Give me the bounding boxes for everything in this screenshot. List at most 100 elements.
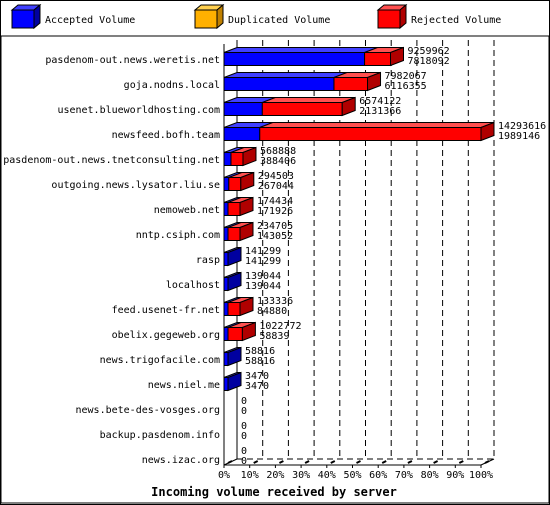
value-accepted-9: 139044 [245, 281, 281, 292]
x-tick-label-0: 0% [218, 470, 230, 481]
x-tick-label-5: 50% [343, 470, 361, 481]
bar-8-accepted-face [223, 252, 229, 266]
bar-9 [223, 271, 242, 292]
value-total-2: 6574122 [359, 96, 401, 107]
bar-6-rejected-face [227, 202, 241, 216]
legend-item-rejected: Rejected Volume [376, 3, 501, 30]
category-labels: pasdenom-out.news.weretis.net goja.nodns.… [3, 55, 220, 466]
bar-8 [223, 246, 242, 267]
x-tick-depth-5 [356, 460, 361, 464]
x-tick-depth-10 [484, 460, 490, 464]
x-tick-label-9: 90% [446, 470, 464, 481]
category-label-11: obelix.gegeweb.org [112, 330, 220, 341]
x-tick-depth-2 [278, 460, 284, 464]
value-total-1: 7982067 [385, 71, 427, 82]
x-tick-label-7: 70% [395, 470, 413, 481]
legend-item-accepted: Accepted Volume [10, 3, 135, 30]
category-label-6: nemoweb.net [154, 205, 220, 216]
bar-13-accepted-face [223, 377, 229, 391]
category-label-5: outgoing.news.lysator.liu.se [51, 180, 220, 191]
value-accepted-5: 267044 [258, 181, 294, 192]
value-total-7: 234705 [257, 221, 293, 232]
bar-13 [223, 371, 242, 392]
value-total-16: 0 [241, 446, 247, 457]
legend-label-accepted: Accepted Volume [45, 15, 135, 26]
category-label-1: goja.nodns.local [124, 80, 220, 91]
bar-2-rejected-top [262, 97, 356, 103]
bar-4-rejected-face [230, 152, 244, 166]
category-label-2: usenet.blueworldhosting.com [57, 105, 220, 116]
value-accepted-13: 3470 [245, 381, 269, 392]
x-tick-label-4: 40% [318, 470, 336, 481]
category-label-0: pasdenom-out.news.weretis.net [45, 55, 220, 66]
bar-9-accepted-face [223, 277, 229, 291]
bar-7-rejected-face [227, 227, 241, 241]
legend-item-duplicated: Duplicated Volume [193, 3, 330, 30]
bar-1-accepted-face [223, 77, 335, 91]
bar-7 [223, 221, 254, 242]
value-accepted-4: 388406 [260, 156, 296, 167]
category-label-13: news.niel.me [148, 380, 220, 391]
x-tick-depth-6 [381, 460, 387, 464]
bar-11 [223, 321, 256, 342]
category-label-9: localhost [166, 280, 220, 291]
bar-11-rejected-side [241, 321, 256, 342]
x-tick-depth-4 [330, 460, 336, 464]
bar-0-rejected-face [364, 52, 391, 66]
legend-swatch-accepted [11, 9, 35, 29]
x-tick-label-6: 60% [369, 470, 387, 481]
x-tick-label-3: 30% [292, 470, 310, 481]
category-label-3: newsfeed.bofh.team [112, 130, 220, 141]
bar-7-accepted-face [223, 227, 229, 241]
bar-10-rejected-side [239, 296, 254, 317]
bar-2 [223, 96, 356, 117]
value-total-3: 14293616 [498, 121, 546, 132]
bar-10 [223, 296, 254, 317]
bar-3-rejected-side [480, 121, 495, 142]
bar-2-accepted-face [223, 102, 263, 116]
legend-label-rejected: Rejected Volume [411, 15, 501, 26]
bar-10-rejected-face [227, 302, 241, 316]
bar-9-accepted-side [227, 271, 242, 292]
x-axis: 0% 10% 20% 30% 40% 50% 60% 70% 80% 90% 100% [218, 458, 495, 481]
bar-5-rejected-face [228, 177, 242, 191]
bar-2-rejected-side [341, 96, 356, 117]
bar-4 [223, 146, 257, 167]
value-accepted-12: 58816 [245, 356, 275, 367]
bar-1-accepted-top [223, 72, 348, 78]
bar-7-rejected-side [239, 221, 254, 242]
category-label-12: news.trigofacile.com [100, 355, 220, 366]
bar-0-accepted-top [223, 47, 378, 53]
bar-5 [223, 171, 255, 192]
value-accepted-3: 1989146 [498, 131, 540, 142]
bar-12-accepted-face [223, 352, 229, 366]
legend-swatch-side-rejected [399, 3, 407, 30]
legend-swatch-rejected [377, 9, 401, 29]
value-total-13: 3470 [245, 371, 269, 382]
category-label-15: backup.pasdenom.info [100, 430, 220, 441]
bar-1-rejected-side [367, 71, 382, 92]
bar-8-accepted-side [227, 246, 242, 267]
category-label-8: rasp [196, 255, 220, 266]
value-accepted-14: 0 [241, 406, 247, 417]
legend-swatch-side-duplicated [216, 3, 224, 30]
value-total-8: 141299 [245, 246, 281, 257]
x-tick-depth-9 [458, 460, 464, 464]
legend-label-duplicated: Duplicated Volume [228, 15, 330, 26]
bar-12 [223, 346, 242, 367]
value-total-0: 9259962 [407, 46, 449, 57]
value-total-4: 568888 [260, 146, 296, 157]
bar-1-rejected-face [333, 77, 369, 91]
category-label-16: news.izac.org [142, 455, 220, 466]
value-accepted-0: 7818092 [407, 56, 449, 67]
value-accepted-2: 2131366 [359, 106, 401, 117]
x-tick-label-10: 100% [469, 470, 493, 481]
bar-6 [223, 196, 254, 217]
bar-12-accepted-side [227, 346, 242, 367]
category-label-14: news.bete-des-vosges.org [76, 405, 221, 416]
value-accepted-6: 171926 [257, 206, 293, 217]
legend-swatch-duplicated [194, 9, 218, 29]
